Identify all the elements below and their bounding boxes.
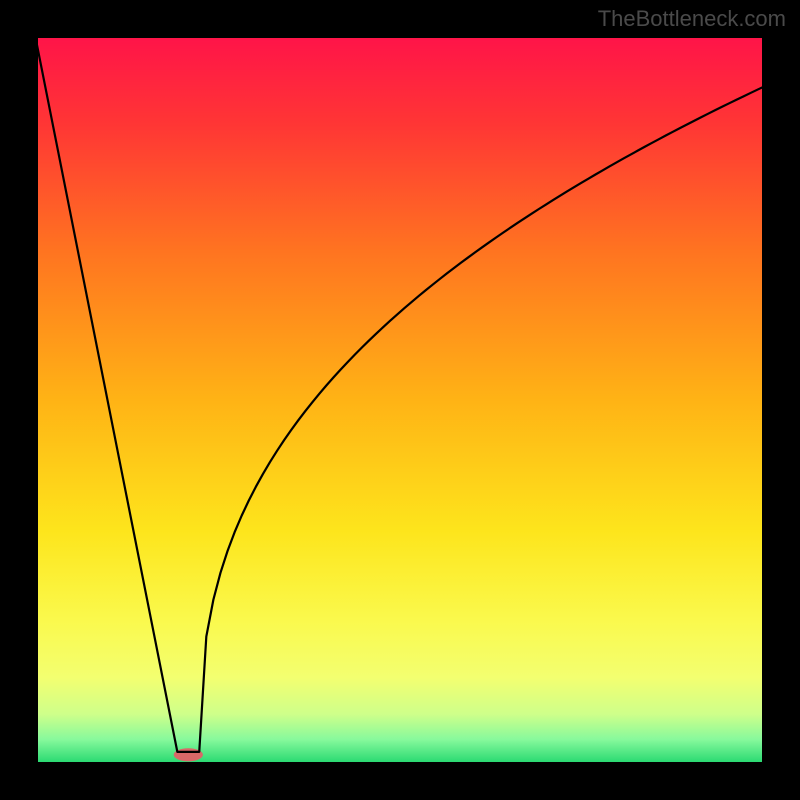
attribution-text: TheBottleneck.com: [598, 6, 786, 32]
chart-stage: TheBottleneck.com: [0, 0, 800, 800]
plot-area: [35, 35, 765, 765]
